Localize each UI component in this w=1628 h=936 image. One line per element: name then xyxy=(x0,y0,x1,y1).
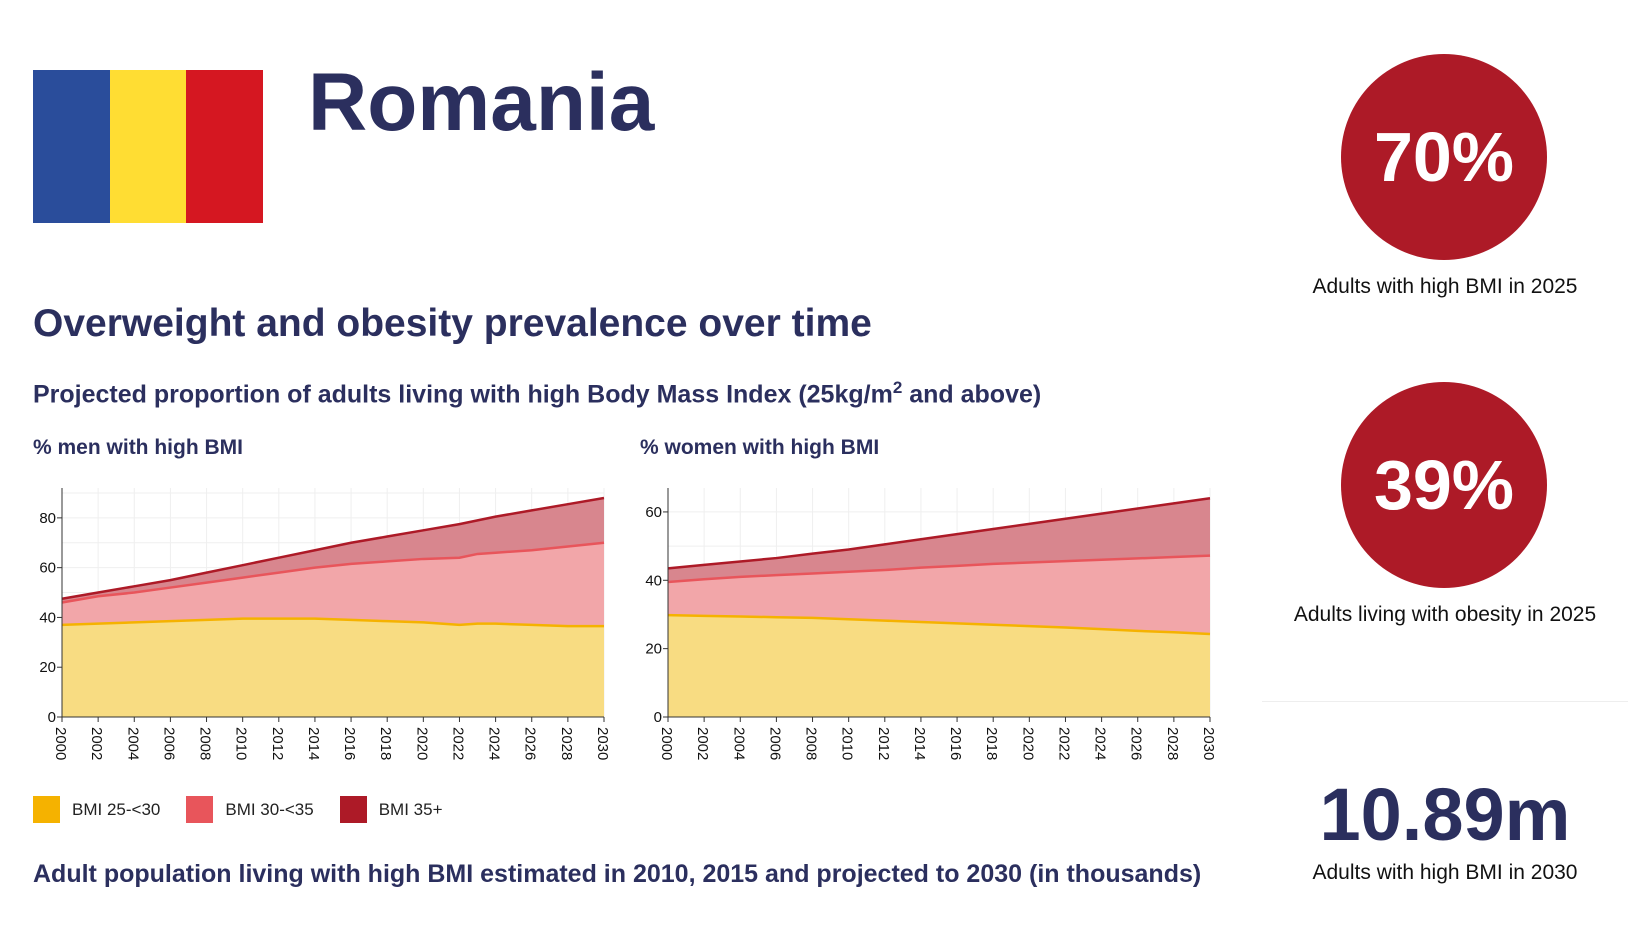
x-tick-label: 2030 xyxy=(1200,727,1217,760)
line-bmi-30-35 xyxy=(61,541,605,604)
x-tick-label: 2012 xyxy=(875,727,892,760)
x-tick-label: 2020 xyxy=(413,727,430,760)
line-bmi-30-35 xyxy=(667,554,1211,584)
line-bmi-35- xyxy=(61,496,605,600)
x-tick-label: 2002 xyxy=(694,727,711,760)
legend-item-bmi-30-35: BMI 30-<35 xyxy=(186,796,314,823)
x-tick-label: 2014 xyxy=(911,727,928,760)
high-bmi-2025-circle: 70% xyxy=(1341,54,1547,260)
y-tick-label: 80 xyxy=(39,510,56,527)
x-tick-label: 2026 xyxy=(522,727,539,760)
y-tick-label: 60 xyxy=(39,560,56,577)
y-tick-label: 20 xyxy=(39,659,56,676)
y-tick-label: 60 xyxy=(645,504,662,521)
x-tick-label: 2028 xyxy=(558,727,575,760)
x-tick-label: 2022 xyxy=(449,727,466,760)
x-tick-label: 2024 xyxy=(486,727,503,760)
x-tick-label: 2010 xyxy=(839,727,856,760)
y-tick-label: 0 xyxy=(48,709,56,726)
legend-label: BMI 25-<30 xyxy=(72,799,161,819)
page-title: Romania xyxy=(308,57,655,148)
line-bmi-25-30 xyxy=(667,613,1211,636)
chart-legend: BMI 25-<30 BMI 30-<35 BMI 35+ xyxy=(33,796,469,823)
x-tick-label: 2022 xyxy=(1055,727,1072,760)
legend-label: BMI 30-<35 xyxy=(225,799,314,819)
subtitle-text-end: and above) xyxy=(902,380,1042,409)
women-chart-title: % women with high BMI xyxy=(640,436,880,459)
flag-stripe-blue xyxy=(33,70,110,223)
flag-stripe-yellow xyxy=(109,70,187,223)
x-tick-label: 2028 xyxy=(1164,727,1181,760)
legend-item-bmi-25-30: BMI 25-<30 xyxy=(33,796,160,823)
x-tick-label: 2008 xyxy=(803,727,820,760)
country-flag xyxy=(33,70,264,223)
x-tick-label: 2010 xyxy=(233,727,250,760)
x-tick-label: 2018 xyxy=(983,727,1000,760)
x-tick-label: 2012 xyxy=(269,727,286,760)
high-bmi-2025-caption: Adults with high BMI in 2025 xyxy=(1312,275,1578,298)
flag-stripe-red xyxy=(186,70,264,223)
line-bmi-25-30 xyxy=(61,617,604,628)
subtitle-superscript: 2 xyxy=(892,378,903,397)
x-tick-label: 2000 xyxy=(658,727,675,760)
y-tick-label: 40 xyxy=(39,609,56,626)
high-bmi-2030-value: 10.89m xyxy=(1319,773,1571,856)
x-tick-label: 2016 xyxy=(341,727,358,760)
area-bmi-25-30 xyxy=(62,618,604,717)
x-tick-label: 2000 xyxy=(52,727,69,760)
x-tick-label: 2014 xyxy=(305,727,322,760)
obesity-2025-circle: 39% xyxy=(1341,382,1547,588)
x-tick-label: 2006 xyxy=(766,727,783,760)
x-tick-label: 2004 xyxy=(124,727,141,760)
women-bmi-chart: 0 20 40 60 2000 2002 2004 2006 2008 2010 2012 2014 2… xyxy=(645,488,1217,760)
legend-swatch xyxy=(186,796,214,823)
y-tick-label: 20 xyxy=(645,641,662,658)
legend-item-bmi-35-plus: BMI 35+ xyxy=(339,796,443,823)
area-bmi-25-30 xyxy=(668,615,1210,717)
men-bmi-chart: 0 20 40 60 80 2000 2002 2004 2006 2008 2010 2012 201… xyxy=(39,488,611,760)
high-bmi-2030-caption: Adults with high BMI in 2030 xyxy=(1312,861,1578,884)
x-tick-label: 2008 xyxy=(197,727,214,760)
legend-swatch xyxy=(33,796,60,823)
obesity-2025-caption: Adults living with obesity in 2025 xyxy=(1293,603,1597,626)
x-tick-label: 2018 xyxy=(377,727,394,760)
x-tick-label: 2004 xyxy=(730,727,747,760)
y-tick-label: 0 xyxy=(654,709,662,726)
legend-label: BMI 35+ xyxy=(378,799,443,819)
x-tick-label: 2024 xyxy=(1092,727,1109,760)
x-tick-label: 2026 xyxy=(1128,727,1145,760)
x-tick-label: 2020 xyxy=(1019,727,1036,760)
subtitle-text: Projected proportion of adults living wi… xyxy=(33,380,893,409)
x-tick-label: 2016 xyxy=(947,727,964,760)
chart-subtitle: Projected proportion of adults living wi… xyxy=(33,378,1041,409)
line-bmi-35- xyxy=(667,497,1211,570)
stats-divider xyxy=(1262,701,1628,702)
section-title: Overweight and obesity prevalence over t… xyxy=(33,302,872,345)
x-tick-label: 2030 xyxy=(594,727,611,760)
men-chart-title: % men with high BMI xyxy=(33,436,243,459)
y-tick-label: 40 xyxy=(645,572,662,589)
x-tick-label: 2006 xyxy=(160,727,177,760)
x-tick-label: 2002 xyxy=(88,727,105,760)
population-section-title: Adult population living with high BMI es… xyxy=(33,860,1202,888)
legend-swatch xyxy=(339,796,367,823)
